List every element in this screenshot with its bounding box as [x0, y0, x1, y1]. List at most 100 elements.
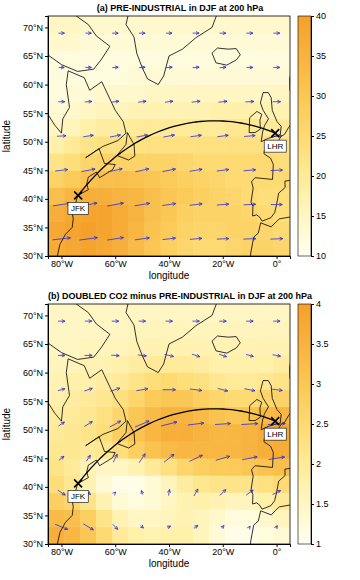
heat-cell	[242, 441, 258, 458]
heat-cell	[193, 102, 209, 119]
heat-cell	[193, 85, 209, 102]
heat-cell	[193, 136, 209, 153]
colorbar-tick-label: 35	[316, 51, 326, 61]
colorbar-tick-mark	[311, 96, 314, 97]
heat-cell	[48, 102, 64, 119]
heat-cell	[48, 441, 64, 458]
heat-cell	[80, 527, 96, 544]
wind-arrow	[85, 66, 91, 69]
heat-cell	[193, 338, 209, 355]
flight-route	[78, 409, 275, 484]
heat-cell	[145, 102, 161, 119]
wind-arrow	[107, 202, 124, 206]
heat-cell	[145, 493, 161, 510]
heat-cell	[161, 85, 177, 102]
heat-cell	[96, 205, 112, 222]
heat-cell	[113, 67, 129, 84]
wind-arrow	[166, 66, 173, 69]
heat-cell	[64, 16, 80, 33]
heat-cell	[161, 239, 177, 256]
colorbar-tick-mark	[311, 304, 314, 305]
wind-arrow	[218, 388, 228, 391]
wind-arrow	[269, 456, 285, 460]
wind-arrow	[112, 492, 115, 495]
heat-cell	[96, 16, 112, 33]
heat-cell	[161, 170, 177, 187]
wind-arrow	[219, 320, 226, 323]
y-tick-mark	[45, 401, 48, 402]
heat-cell	[145, 304, 161, 321]
heat-cell	[225, 475, 241, 492]
heat-cell	[145, 205, 161, 222]
colorbar-tick: 20	[311, 171, 326, 181]
heat-cell	[80, 407, 96, 424]
colorbar-tick: 30	[311, 91, 326, 101]
wind-arrow	[189, 455, 202, 461]
x-tick-label: 60°W	[105, 259, 128, 269]
heat-cell	[193, 321, 209, 338]
heat-cell	[225, 187, 241, 204]
heat-cell	[193, 50, 209, 67]
heat-cell	[48, 390, 64, 407]
x-tick-label: 20°W	[212, 547, 235, 557]
wind-arrow	[241, 422, 257, 425]
coastline	[260, 381, 281, 430]
heat-cell	[96, 510, 112, 527]
heat-cell	[177, 50, 193, 67]
heat-cell	[225, 170, 241, 187]
colorbar-tick-mark	[311, 344, 314, 345]
wind-arrow	[58, 100, 65, 103]
heat-cell	[64, 102, 80, 119]
airport-label-text: JFK	[71, 204, 86, 213]
wind-arrow	[139, 32, 145, 35]
colorbar-tick-mark	[311, 384, 314, 385]
wind-arrow	[138, 100, 146, 103]
wind-arrow	[220, 66, 227, 69]
heat-cell	[225, 205, 241, 222]
wind-arrow	[246, 320, 253, 323]
wind-arrow	[190, 203, 203, 206]
wind-arrow	[246, 354, 254, 357]
heat-cell	[225, 355, 241, 372]
heat-cell	[177, 510, 193, 527]
heat-cell	[48, 424, 64, 441]
heat-cell	[209, 102, 225, 119]
wind-arrow	[273, 100, 281, 103]
wind-arrow	[192, 320, 199, 323]
x-tick: 80°W	[51, 544, 74, 557]
heat-cell	[209, 205, 225, 222]
heat-cell	[177, 493, 193, 510]
heat-cell	[129, 153, 145, 170]
wind-arrow	[140, 525, 143, 528]
wind-arrow	[82, 168, 96, 171]
y-tick-mark	[45, 344, 48, 345]
y-tick-label: 65°N	[23, 339, 43, 349]
plot-area	[48, 304, 290, 544]
wind-arrow	[273, 66, 280, 69]
wind-arrow	[84, 422, 92, 427]
wind-arrow	[79, 237, 97, 241]
heat-cell	[193, 187, 209, 204]
colorbar-tick-mark	[311, 464, 314, 465]
y-tick-label: 70°N	[23, 23, 43, 33]
wind-arrow	[112, 66, 118, 69]
y-tick-label: 30°N	[23, 539, 43, 549]
colorbar-tick-label: 30	[316, 91, 326, 101]
wind-arrow	[135, 237, 150, 240]
heat-cell	[64, 424, 80, 441]
wind-arrow	[217, 134, 228, 137]
heat-cell	[258, 527, 274, 544]
heat-cell	[129, 102, 145, 119]
heat-cell	[258, 321, 274, 338]
colorbar-tick-label: 1.5	[316, 499, 329, 509]
colorbar-axis: 11.522.533.54	[311, 299, 329, 549]
x-tick: 60°W	[105, 256, 128, 269]
wind-arrow	[273, 491, 281, 495]
heat-cell	[96, 527, 112, 544]
heat-cell	[161, 493, 177, 510]
heat-cell	[129, 355, 145, 372]
y-tick: 30°N	[23, 539, 48, 549]
heat-cell	[258, 67, 274, 84]
y-tick: 45°N	[23, 454, 48, 464]
y-tick: 50°N	[23, 425, 48, 435]
